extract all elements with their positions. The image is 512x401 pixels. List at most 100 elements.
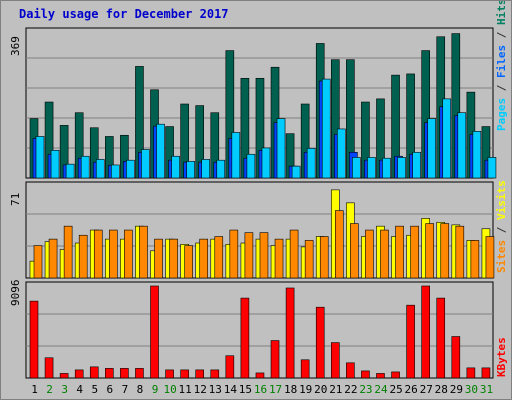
bar-kbytes-1 — [29, 300, 39, 379]
bar-kbytes-11 — [180, 369, 189, 379]
bar-kbytes-15 — [240, 297, 250, 379]
bar-sites-10 — [169, 238, 178, 279]
bar-sites-9 — [154, 238, 163, 279]
bar-pages-17 — [276, 118, 286, 179]
x-tick-label-day-9: 9 — [152, 383, 159, 396]
x-tick-label-day-31: 31 — [480, 383, 493, 396]
bar-sites-25 — [395, 225, 404, 279]
bar-pages-15 — [246, 153, 256, 179]
x-tick-label-day-27: 27 — [420, 383, 433, 396]
x-tick-label-day-15: 15 — [239, 383, 252, 396]
bar-sites-2 — [48, 238, 58, 279]
x-tick-label-day-1: 1 — [31, 383, 38, 396]
bar-sites-22 — [350, 223, 359, 279]
y-max-label-pages-files-hits: 369 — [9, 36, 22, 56]
x-tick-label-day-13: 13 — [209, 383, 222, 396]
bar-kbytes-12 — [195, 369, 205, 379]
bar-sites-27 — [425, 223, 434, 279]
x-tick-label-day-14: 14 — [224, 383, 238, 396]
bar-pages-25 — [397, 157, 406, 179]
bar-pages-4 — [80, 155, 90, 179]
bar-kbytes-26 — [406, 304, 415, 379]
right-axis-label-pages-files-hits: Pages / Files / Hits — [495, 1, 508, 131]
x-tick-label-day-17: 17 — [269, 383, 282, 396]
bar-pages-3 — [65, 163, 75, 179]
bar-sites-29 — [455, 225, 465, 279]
bar-kbytes-10 — [165, 369, 174, 379]
bar-kbytes-18 — [285, 287, 295, 379]
bar-sites-8 — [139, 225, 148, 279]
bar-kbytes-2 — [44, 357, 54, 379]
bar-pages-13 — [216, 159, 226, 179]
chart-title: Daily usage for December 2017 — [19, 7, 229, 21]
bar-kbytes-25 — [391, 371, 400, 379]
y-max-label-kbytes: 9096 — [9, 280, 22, 307]
right-label-part: / — [495, 25, 508, 45]
bar-kbytes-9 — [150, 285, 159, 379]
bar-kbytes-27 — [421, 285, 430, 379]
bar-pages-20 — [321, 78, 331, 179]
x-tick-label-day-25: 25 — [389, 383, 402, 396]
bar-kbytes-23 — [361, 370, 370, 379]
bar-pages-14 — [231, 132, 241, 179]
bar-sites-14 — [229, 229, 239, 279]
bar-pages-24 — [382, 157, 391, 179]
bar-sites-20 — [319, 236, 329, 279]
bar-sites-13 — [214, 236, 224, 279]
bar-sites-11 — [184, 245, 193, 279]
bar-pages-12 — [201, 159, 211, 179]
x-tick-label-day-19: 19 — [299, 383, 312, 396]
x-tick-label-day-21: 21 — [329, 383, 342, 396]
x-tick-label-day-20: 20 — [314, 383, 327, 396]
bar-pages-10 — [171, 155, 180, 179]
bar-sites-15 — [244, 232, 254, 279]
right-label-part: Hits — [495, 1, 508, 25]
bar-pages-2 — [50, 150, 60, 179]
bar-sites-5 — [93, 229, 103, 279]
bar-pages-27 — [427, 118, 436, 179]
x-tick-label-day-30: 30 — [465, 383, 478, 396]
bar-pages-16 — [261, 147, 271, 179]
bar-sites-4 — [78, 234, 88, 279]
bar-pages-23 — [367, 157, 376, 179]
bar-sites-26 — [410, 225, 419, 279]
bar-pages-1 — [35, 136, 45, 179]
bar-kbytes-4 — [74, 369, 84, 379]
x-tick-label-day-2: 2 — [46, 383, 53, 396]
right-label-part: / — [495, 78, 508, 98]
bar-sites-16 — [259, 232, 269, 279]
x-tick-label-day-22: 22 — [344, 383, 357, 396]
x-tick-label-day-5: 5 — [91, 383, 98, 396]
right-label-part: Files — [495, 45, 508, 78]
bar-sites-1 — [33, 245, 43, 279]
bar-kbytes-8 — [135, 368, 144, 379]
bar-kbytes-16 — [255, 372, 265, 379]
bar-kbytes-30 — [466, 367, 476, 379]
x-tick-label-day-16: 16 — [254, 383, 267, 396]
x-tick-label-day-11: 11 — [179, 383, 192, 396]
right-axis-label-sites-visits: Sites / Visits — [495, 180, 508, 273]
x-tick-label-day-26: 26 — [405, 383, 418, 396]
y-max-label-sites-visits: 71 — [9, 193, 22, 206]
bar-pages-19 — [306, 148, 316, 179]
x-tick-label-day-8: 8 — [137, 383, 144, 396]
bar-sites-17 — [274, 238, 284, 279]
bar-pages-29 — [457, 112, 467, 179]
bar-kbytes-31 — [481, 367, 491, 379]
bar-kbytes-14 — [225, 355, 235, 379]
x-tick-label-day-10: 10 — [163, 383, 176, 396]
bar-sites-3 — [63, 225, 73, 279]
bar-pages-9 — [156, 123, 165, 179]
bar-pages-5 — [95, 159, 105, 179]
bar-pages-8 — [141, 149, 150, 179]
bar-pages-11 — [186, 161, 195, 179]
x-tick-label-day-7: 7 — [122, 383, 129, 396]
bar-kbytes-24 — [376, 373, 385, 379]
bar-kbytes-22 — [346, 362, 355, 379]
right-axis-label-kbytes: KBytes — [495, 337, 508, 377]
right-label-part: KBytes — [495, 337, 508, 377]
bar-pages-22 — [352, 157, 361, 179]
bar-pages-30 — [472, 131, 482, 179]
bar-kbytes-6 — [105, 368, 114, 379]
